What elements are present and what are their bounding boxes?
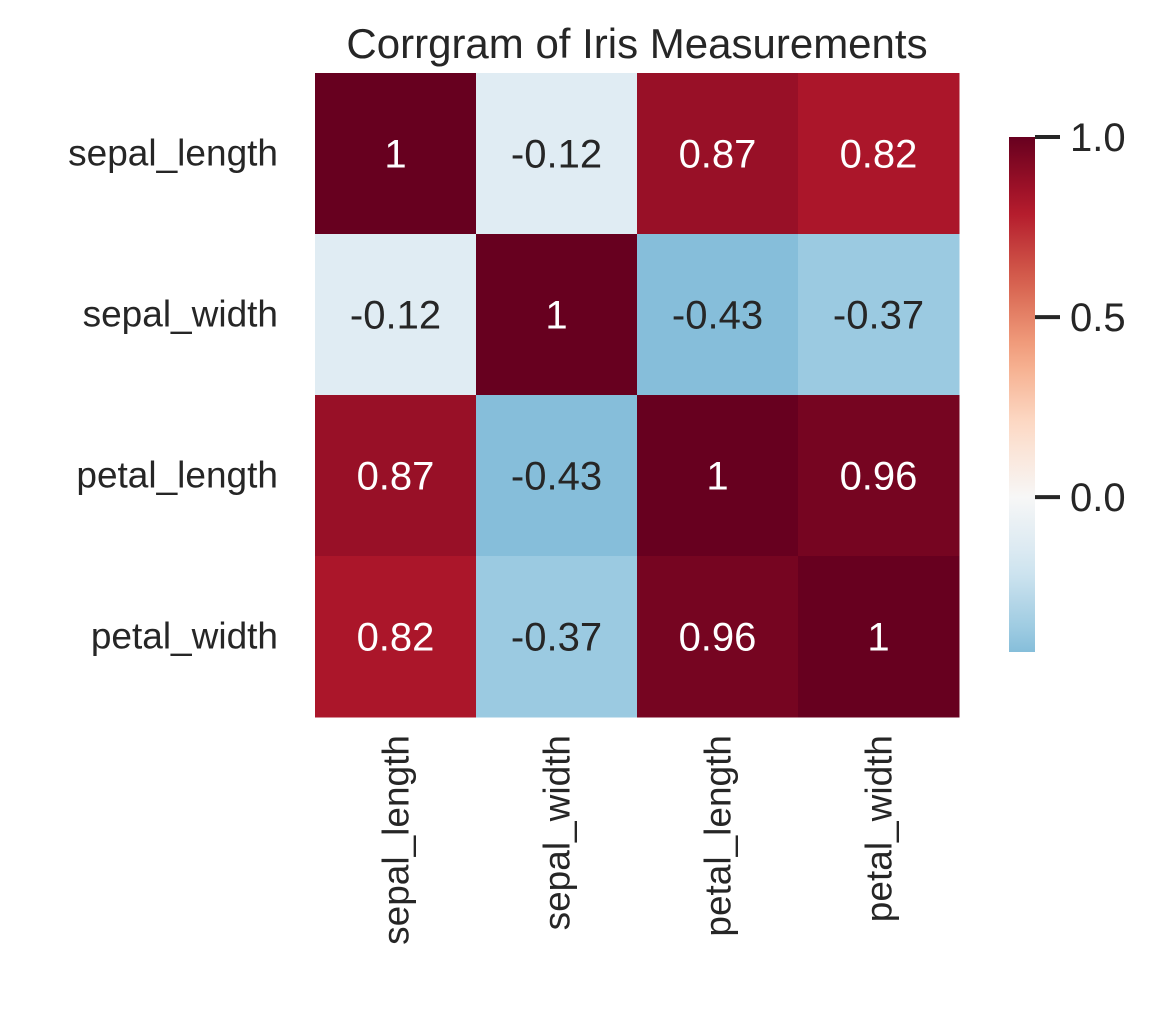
cell-annotation: 0.96: [840, 455, 918, 499]
heatmap-cell: [315, 234, 477, 396]
heatmap-cell: [798, 73, 960, 235]
heatmap-cell: [637, 234, 799, 396]
cell-annotation: 1: [706, 455, 728, 499]
y-tick-label: sepal_length: [68, 133, 278, 174]
heatmap-cell: [315, 556, 477, 718]
heatmap-cell: [637, 395, 799, 557]
heatmap-cell: [476, 556, 638, 718]
x-tick-label: petal_length: [698, 735, 739, 937]
y-tick-label: petal_length: [76, 455, 278, 496]
colorbar-tick-label: 0.5: [1070, 296, 1126, 340]
heatmap-cell: [637, 556, 799, 718]
heatmap-cell: [476, 73, 638, 235]
chart-title: Corrgram of Iris Measurements: [346, 20, 927, 67]
colorbar-tick-label: 1.0: [1070, 116, 1126, 160]
cell-annotation: 0.82: [357, 616, 435, 660]
cell-annotation: 0.82: [840, 133, 918, 177]
cell-annotation: -0.43: [511, 455, 602, 499]
y-tick-label: sepal_width: [83, 294, 278, 335]
cell-annotation: 1: [867, 616, 889, 660]
cell-annotation: 0.87: [357, 455, 435, 499]
cell-annotation: 0.96: [679, 616, 757, 660]
heatmap-cell: [798, 556, 960, 718]
heatmap-cell: [476, 395, 638, 557]
colorbar-tick-label: 0.0: [1070, 476, 1126, 520]
cell-annotation: 1: [384, 133, 406, 177]
x-tick-label: petal_width: [859, 735, 900, 922]
colorbar: [1009, 137, 1035, 652]
heatmap-cell: [798, 395, 960, 557]
cell-annotation: 1: [545, 294, 567, 338]
heatmap-cell: [637, 73, 799, 235]
heatmap-cell: [476, 234, 638, 396]
cell-annotation: -0.43: [672, 294, 763, 338]
cell-annotation: -0.12: [350, 294, 441, 338]
x-tick-label: sepal_width: [537, 735, 578, 930]
y-tick-label: petal_width: [91, 616, 278, 657]
heatmap-cell: [315, 73, 477, 235]
cell-annotation: -0.37: [511, 616, 602, 660]
heatmap-cell: [315, 395, 477, 557]
heatmap-cell: [798, 234, 960, 396]
x-tick-label: sepal_length: [376, 735, 417, 945]
cell-annotation: 0.87: [679, 133, 757, 177]
cell-annotation: -0.37: [833, 294, 924, 338]
cell-annotation: -0.12: [511, 133, 602, 177]
